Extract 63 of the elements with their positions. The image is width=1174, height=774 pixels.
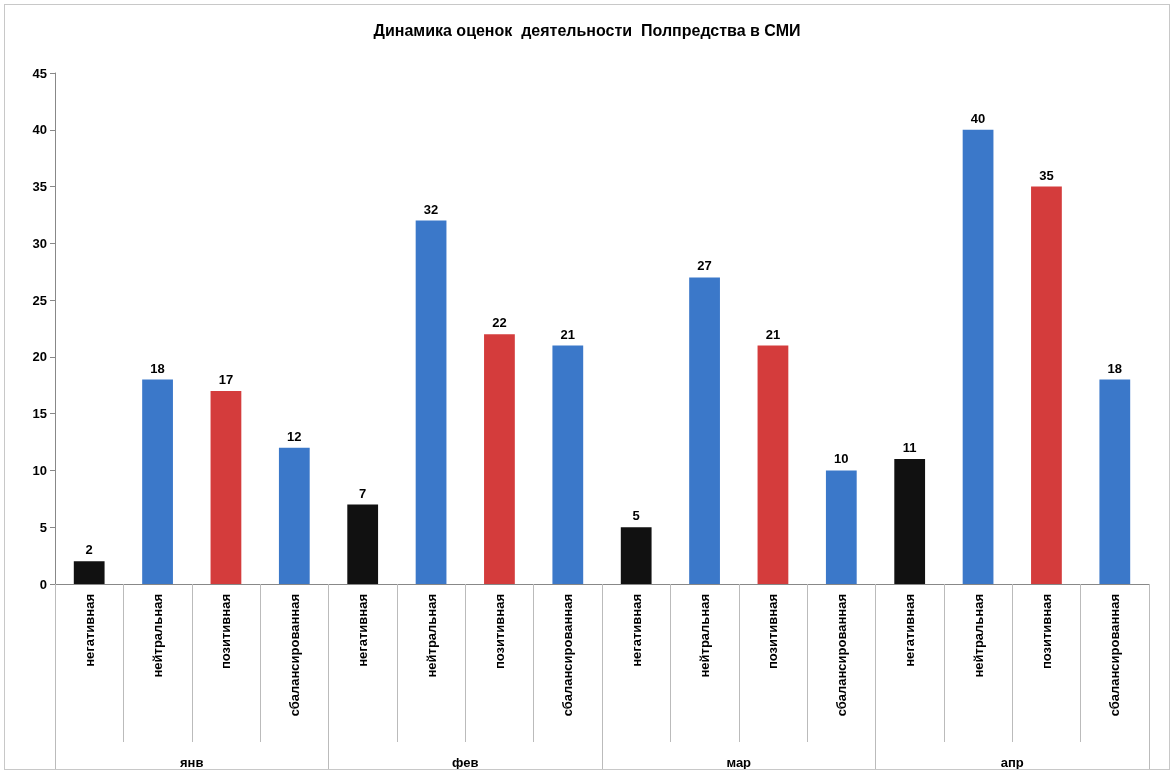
- x-tick-label: позитивная: [218, 594, 234, 670]
- x-tick-label: нейтральная: [697, 594, 713, 678]
- bar: [1031, 186, 1062, 584]
- bar: [210, 390, 242, 584]
- bar: [278, 447, 310, 584]
- data-label: 17: [218, 371, 234, 387]
- data-label: 21: [560, 326, 576, 342]
- y-tick-label: 35: [32, 179, 47, 195]
- y-tick-label: 40: [32, 122, 47, 138]
- data-label: 32: [423, 201, 439, 217]
- x-tick-label: негативная: [628, 594, 644, 667]
- text: апр: [1000, 755, 1024, 770]
- bar: [1099, 379, 1131, 584]
- data-label: 27: [697, 258, 712, 274]
- x-tick-label: сбалансированная: [560, 594, 576, 717]
- y-tick-label: 45: [32, 65, 47, 81]
- x-tick-label: нейтральная: [150, 594, 166, 678]
- x-tick-label: позитивная: [491, 594, 507, 670]
- bar: [484, 334, 515, 584]
- bar: [757, 345, 789, 584]
- bar: [825, 470, 857, 584]
- x-tick-label: негативная: [355, 594, 371, 667]
- data-label: 11: [902, 440, 917, 456]
- bar: [347, 504, 379, 584]
- x-tick-label: сбалансированная: [286, 594, 302, 717]
- bar: [894, 459, 926, 584]
- x-tick-label: нейтральная: [423, 594, 439, 678]
- y-tick-label: 25: [32, 292, 47, 308]
- data-label: 10: [834, 451, 849, 467]
- y-tick-label: 30: [32, 235, 47, 251]
- data-label: 40: [970, 110, 986, 126]
- x-tick-label: негативная: [81, 594, 97, 667]
- text: янв: [180, 755, 204, 770]
- x-tick-label: сбалансированная: [1107, 594, 1123, 717]
- data-label: 7: [359, 485, 367, 501]
- y-tick-label: 10: [32, 462, 47, 478]
- bar: [73, 561, 105, 584]
- y-tick-label: 5: [39, 519, 47, 535]
- bar: [415, 220, 447, 584]
- bar: [962, 129, 994, 584]
- bar: [620, 527, 652, 584]
- data-label: 12: [287, 428, 302, 444]
- data-label: 35: [1039, 167, 1054, 183]
- bar: [552, 345, 584, 584]
- x-tick-label: сбалансированная: [833, 594, 849, 717]
- x-tick-label: нейтральная: [970, 594, 986, 678]
- data-label: 2: [85, 542, 93, 558]
- x-tick-label: позитивная: [1038, 594, 1054, 670]
- data-label: 21: [765, 326, 781, 342]
- data-label: 5: [632, 508, 640, 524]
- chart-title: Динамика оценок деятельности Полпредства в СМИ: [373, 21, 801, 39]
- y-tick-label: 0: [39, 576, 47, 592]
- data-label: 18: [150, 360, 165, 376]
- data-label: 22: [492, 315, 507, 331]
- x-tick-label: позитивная: [765, 594, 781, 670]
- text: мар: [726, 755, 752, 770]
- x-tick-label: негативная: [902, 594, 918, 667]
- bar: [689, 277, 720, 584]
- bar: [142, 379, 173, 584]
- y-tick-label: 20: [32, 349, 47, 365]
- text: фев: [452, 755, 479, 770]
- y-tick-label: 15: [32, 406, 47, 422]
- data-label: 18: [1107, 360, 1123, 376]
